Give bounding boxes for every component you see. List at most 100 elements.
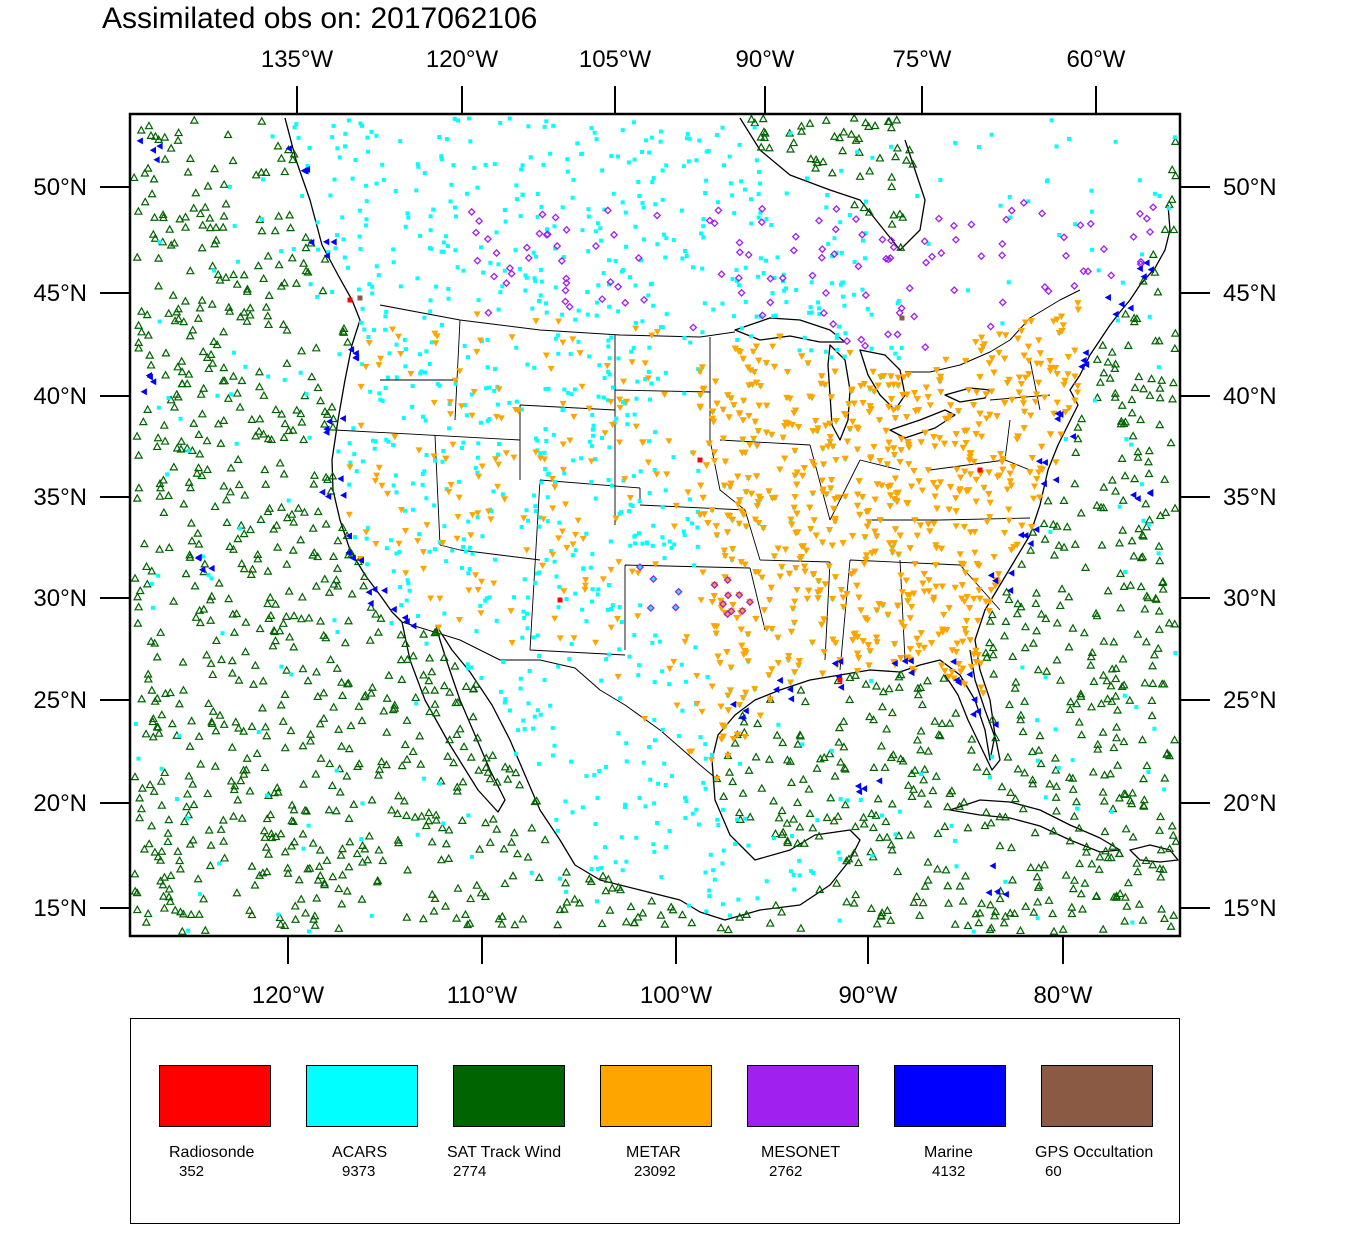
acars-marker	[476, 441, 481, 446]
acars-marker	[553, 480, 558, 485]
acars-marker	[690, 811, 695, 816]
sat-track-wind-marker	[316, 753, 326, 762]
acars-marker	[706, 148, 711, 153]
sat-track-wind-marker	[1010, 908, 1020, 917]
acars-marker	[683, 795, 688, 800]
metar-marker	[988, 388, 996, 395]
sat-track-wind-marker	[1153, 643, 1163, 652]
sat-track-wind-marker	[954, 801, 965, 810]
acars-marker	[315, 294, 320, 299]
acars-marker	[553, 285, 558, 290]
marine-marker	[908, 669, 915, 677]
metar-marker	[735, 410, 743, 417]
acars-marker	[737, 142, 742, 147]
sat-track-wind-marker	[401, 638, 411, 647]
metar-marker	[832, 640, 840, 647]
acars-marker	[606, 582, 611, 587]
sat-track-wind-marker	[132, 888, 142, 897]
metar-marker	[953, 640, 961, 647]
sat-track-wind-marker	[508, 871, 518, 880]
sat-track-wind-marker	[297, 592, 307, 601]
mesonet-marker	[735, 591, 744, 600]
metar-marker	[998, 458, 1006, 466]
acars-marker	[1146, 770, 1151, 775]
acars-marker	[406, 215, 411, 220]
metar-marker	[357, 422, 365, 430]
metar-marker	[917, 522, 925, 529]
acars-marker	[773, 313, 778, 318]
sat-track-wind-marker	[851, 890, 861, 899]
acars-marker	[380, 398, 385, 403]
acars-marker	[704, 909, 709, 914]
sat-track-wind-marker	[188, 325, 198, 334]
acars-marker	[298, 370, 303, 375]
mesonet-marker	[1070, 281, 1079, 290]
sat-track-wind-marker	[497, 919, 507, 928]
sat-track-wind-marker	[132, 493, 142, 502]
acars-marker	[598, 226, 603, 231]
mesonet-marker	[524, 253, 533, 263]
sat-track-wind-marker	[205, 223, 215, 232]
acars-marker	[596, 394, 601, 399]
sat-track-wind-marker	[143, 674, 153, 683]
acars-marker	[1090, 247, 1095, 252]
sat-track-wind-marker	[242, 286, 252, 295]
metar-marker	[751, 686, 759, 693]
mesonet-marker	[1145, 227, 1155, 237]
sat-track-wind-marker	[229, 784, 239, 794]
sat-track-wind-marker	[147, 821, 157, 830]
acars-marker	[1089, 209, 1094, 214]
acars-marker	[596, 866, 601, 871]
metar-marker	[634, 613, 642, 620]
sat-track-wind-marker	[232, 279, 242, 288]
metar-marker	[855, 478, 863, 485]
acars-marker	[595, 795, 600, 800]
acars-marker	[870, 155, 875, 160]
sat-track-wind-marker	[449, 758, 459, 767]
metar-marker	[946, 413, 954, 420]
sat-track-wind-marker	[130, 573, 140, 582]
acars-marker	[334, 233, 339, 238]
marine-marker	[347, 346, 355, 354]
metar-marker	[469, 512, 477, 519]
sat-track-wind-marker	[282, 559, 292, 568]
acars-marker	[136, 756, 141, 761]
metar-marker	[903, 414, 911, 421]
metar-marker	[760, 607, 768, 614]
metar-marker	[995, 331, 1003, 338]
sat-track-wind-marker	[1140, 604, 1150, 613]
marine-marker	[1054, 410, 1061, 418]
sat-track-wind-marker	[818, 157, 828, 166]
marine-marker	[136, 137, 143, 145]
acars-marker	[389, 621, 394, 626]
acars-marker	[475, 515, 480, 520]
mesonet-marker	[483, 235, 492, 244]
acars-marker	[720, 125, 725, 130]
mesonet-marker	[886, 253, 895, 263]
acars-marker	[445, 243, 450, 248]
metar-marker	[896, 532, 904, 539]
acars-marker	[722, 163, 727, 168]
metar-marker	[855, 594, 863, 601]
acars-marker	[683, 679, 688, 684]
acars-marker	[526, 124, 531, 129]
mesonet-marker	[538, 210, 547, 219]
mesonet-marker	[921, 343, 930, 352]
metar-marker	[579, 535, 587, 543]
sat-track-wind-marker	[239, 769, 249, 778]
sat-track-wind-marker	[746, 114, 756, 123]
sat-track-wind-marker	[185, 550, 195, 559]
metar-marker	[855, 655, 863, 662]
sat-track-wind-marker	[527, 823, 537, 832]
acars-marker	[615, 154, 620, 159]
sat-track-wind-marker	[915, 682, 926, 691]
acars-marker	[279, 249, 284, 254]
acars-marker	[589, 867, 594, 872]
metar-marker	[539, 516, 547, 523]
acars-marker	[550, 753, 555, 758]
mesonet-marker	[735, 238, 744, 247]
acars-marker	[185, 816, 190, 821]
sat-track-wind-marker	[181, 569, 191, 578]
acars-marker	[840, 294, 845, 299]
metar-marker	[1022, 374, 1030, 382]
